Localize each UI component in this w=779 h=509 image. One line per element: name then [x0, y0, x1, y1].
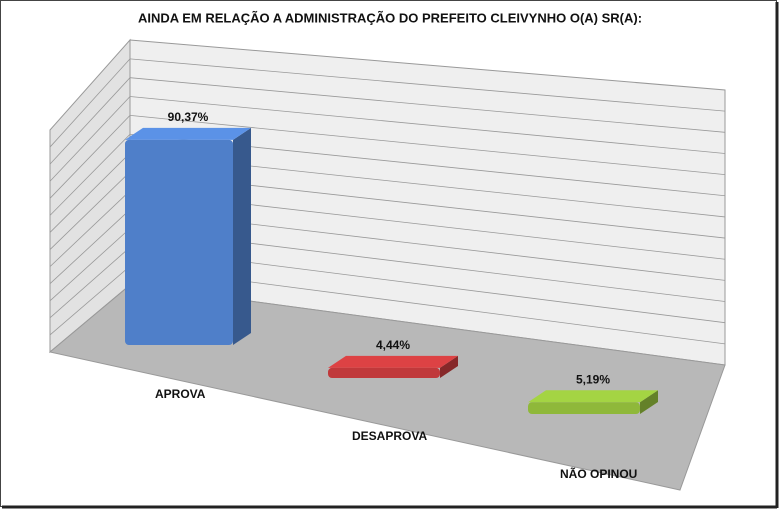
wall-line — [49, 115, 131, 199]
wall-line — [129, 77, 726, 133]
bar-top — [528, 390, 658, 403]
x-tick-label: APROVA — [155, 387, 206, 401]
wall-line — [129, 58, 726, 112]
bar-top — [125, 127, 251, 140]
bar — [328, 355, 458, 378]
wall-line — [49, 58, 131, 148]
wall-line — [49, 133, 131, 216]
wall-line — [49, 247, 131, 319]
bar-front — [125, 139, 233, 345]
wall-line — [49, 152, 131, 233]
wall-line — [49, 209, 131, 284]
wall-line — [49, 190, 131, 267]
bar-front — [328, 367, 440, 378]
wall-line — [49, 228, 131, 302]
bar-side — [440, 355, 458, 378]
chart-title: AINDA EM RELAÇÃO A ADMINISTRAÇÃO DO PREF… — [138, 10, 642, 25]
wall-line — [129, 114, 726, 176]
bar — [125, 127, 251, 345]
wall-line — [49, 265, 131, 336]
wall-line — [49, 171, 131, 250]
wall-line — [129, 96, 726, 154]
bar-side — [233, 127, 251, 345]
bar-side — [640, 390, 658, 414]
bar-top — [328, 355, 458, 368]
x-tick-label: DESAPROVA — [352, 429, 427, 443]
value-label: 4,44% — [376, 338, 410, 352]
value-label: 5,19% — [576, 372, 610, 386]
bar-front — [528, 402, 640, 414]
wall-line — [49, 96, 131, 182]
value-label: 90,37% — [168, 110, 209, 124]
x-tick-label: NÃO OPINOU — [560, 466, 637, 481]
bar — [528, 390, 658, 414]
wall-line — [49, 77, 131, 165]
